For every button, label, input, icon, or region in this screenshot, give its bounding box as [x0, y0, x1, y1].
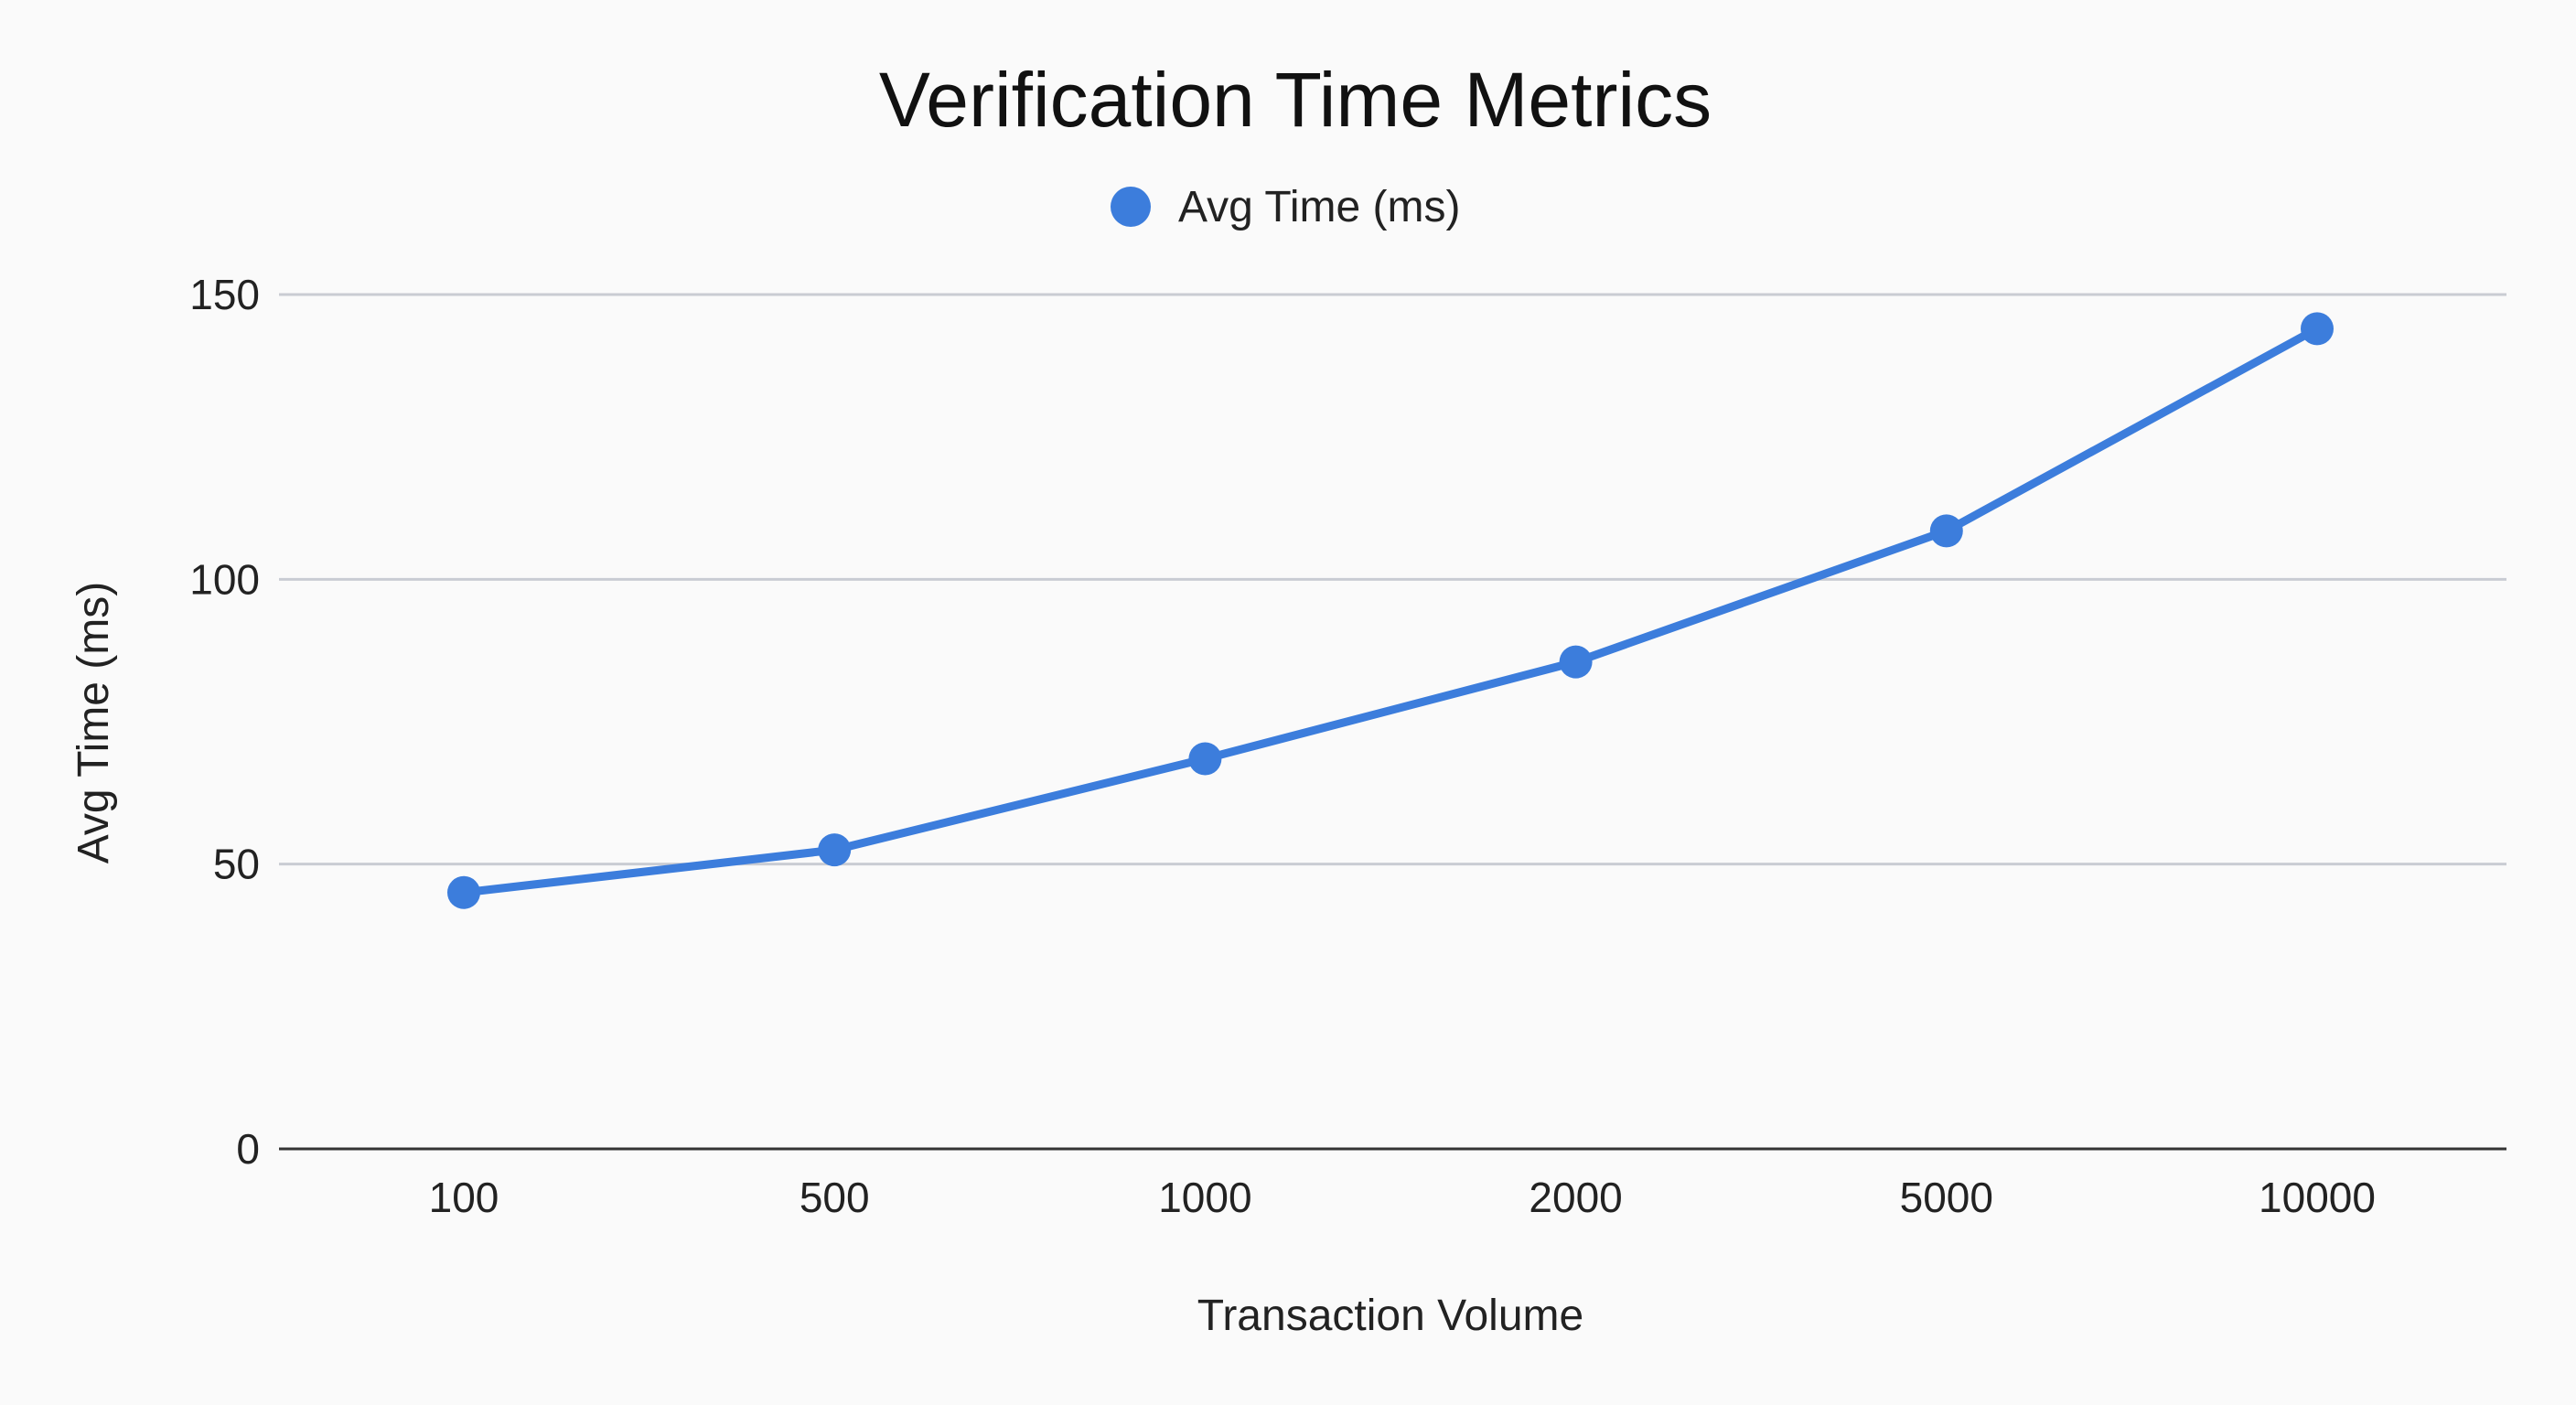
- y-tick-label: 0: [236, 1125, 260, 1173]
- y-tick-label: 150: [189, 271, 260, 318]
- x-tick-label: 5000: [1900, 1174, 1993, 1221]
- legend-marker: [1111, 187, 1151, 227]
- grid-lines: [279, 293, 2506, 866]
- y-tick-label: 50: [213, 841, 260, 888]
- data-point: [447, 875, 480, 909]
- x-tick-label: 1000: [1158, 1174, 1251, 1221]
- data-point: [2301, 312, 2334, 346]
- data-point: [818, 833, 852, 867]
- legend: Avg Time (ms): [1111, 183, 1460, 231]
- y-axis-title: Avg Time (ms): [70, 582, 118, 863]
- x-tick-label: 100: [429, 1174, 499, 1221]
- x-tick-label: 2000: [1529, 1174, 1622, 1221]
- data-point: [1929, 514, 1963, 548]
- data-points: [447, 312, 2334, 909]
- y-tick-label: 100: [189, 555, 260, 603]
- chart-title: Verification Time Metrics: [879, 57, 1712, 143]
- x-axis-title: Transaction Volume: [1197, 1292, 1583, 1340]
- x-axis-ticks: 100 500 1000 2000 5000 10000: [429, 1174, 2376, 1221]
- x-tick-label: 10000: [2259, 1174, 2376, 1221]
- x-tick-label: 500: [800, 1174, 870, 1221]
- legend-label: Avg Time (ms): [1178, 183, 1460, 231]
- y-axis-ticks: 0 50 100 150: [189, 271, 260, 1173]
- data-point: [1559, 645, 1593, 679]
- data-point: [1188, 742, 1222, 776]
- series-line-avg-time: [459, 324, 2322, 897]
